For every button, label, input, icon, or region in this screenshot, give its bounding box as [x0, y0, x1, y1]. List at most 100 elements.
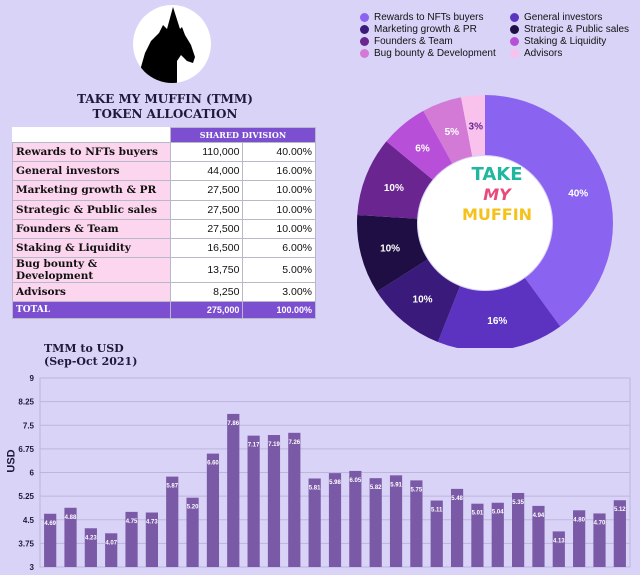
brand-line-my: MY [483, 185, 511, 204]
donut-slice [376, 259, 460, 343]
bar-value-label: 5.04 [492, 510, 504, 516]
legend-swatch [360, 25, 369, 34]
row-percent: 6.00% [242, 237, 316, 259]
price-bar [267, 435, 281, 567]
legend-label: Staking & Liquidity [524, 36, 607, 47]
brand-logo: TAKE MY MUFFIN [452, 165, 542, 225]
donut-slice [437, 278, 561, 348]
y-tick-label: 8.25 [18, 398, 34, 407]
total-percent: 100.00% [242, 301, 316, 320]
row-percent: 10.00% [242, 218, 316, 239]
row-percent: 3.00% [242, 282, 316, 303]
price-bar [613, 500, 626, 567]
bar-value-label: 4.70 [594, 520, 606, 526]
price-bar [227, 413, 240, 567]
donut-slice-label: 5% [445, 127, 460, 138]
table-row: Founders & Team 27,500 10.00% [12, 218, 316, 239]
legend-label: Marketing growth & PR [374, 24, 477, 35]
donut-slice-label: 10% [384, 183, 404, 194]
legend-label: Advisors [524, 48, 563, 59]
donut-slice-label: 10% [380, 243, 400, 254]
row-amount: 16,500 [169, 237, 244, 259]
row-amount: 27,500 [169, 218, 244, 239]
brand-line-take: TAKE [471, 164, 523, 185]
donut-slice [461, 95, 485, 157]
donut-slice-label: 10% [413, 295, 433, 306]
row-percent: 5.00% [242, 257, 316, 284]
bar-value-label: 6.60 [207, 461, 219, 467]
donut-slice [357, 141, 433, 219]
bar-value-label: 5.98 [329, 480, 341, 486]
table-row: Advisors 8,250 3.00% [12, 282, 316, 303]
donut-slice [423, 97, 473, 164]
legend-label: General investors [524, 12, 603, 23]
table-row: Marketing growth & PR 27,500 10.00% [12, 180, 316, 201]
bar-value-label: 4.69 [44, 521, 56, 527]
row-label: Founders & Team [12, 218, 171, 239]
price-bar [349, 470, 362, 567]
bar-value-label: 7.26 [288, 440, 300, 446]
header-blank [12, 127, 171, 143]
bar-value-label: 4.88 [65, 515, 77, 521]
price-bar [491, 502, 504, 567]
page-title: TAKE MY MUFFIN (TMM) TOKEN ALLOCATION [0, 92, 330, 122]
price-bar [450, 488, 464, 567]
price-bar [206, 453, 220, 567]
price-bar [105, 533, 118, 567]
bar-value-label: 5.81 [309, 485, 321, 491]
bar-value-label: 5.01 [472, 511, 484, 517]
row-amount: 110,000 [169, 141, 244, 163]
price-bar [84, 528, 97, 567]
row-label: Staking & Liquidity [12, 237, 171, 259]
legend-label: Founders & Team [374, 36, 453, 47]
bar-chart-title-text: TMM to USD [44, 342, 124, 355]
y-tick-label: 3 [30, 563, 35, 572]
legend-item: Rewards to NFTs buyers [360, 12, 483, 23]
legend-item: Strategic & Public sales [510, 24, 629, 35]
row-amount: 13,750 [169, 257, 244, 284]
price-bar [186, 497, 199, 567]
table-row: Bug bounty & Development 13,750 5.00% [12, 257, 316, 284]
bar-value-label: 4.07 [105, 540, 117, 546]
row-label: Marketing growth & PR [12, 180, 171, 201]
y-tick-label: 9 [30, 374, 35, 383]
price-bar [512, 492, 525, 567]
row-amount: 44,000 [169, 161, 244, 182]
bar-value-label: 5.20 [187, 505, 199, 511]
bar-value-label: 4.73 [146, 520, 158, 526]
table-header-row: SHARED DIVISION [12, 127, 317, 143]
shared-division-header: SHARED DIVISION [169, 127, 317, 143]
y-tick-label: 6.75 [18, 445, 34, 454]
price-bar [328, 473, 342, 567]
price-bar [573, 510, 586, 567]
y-tick-label: 6 [30, 469, 35, 478]
row-percent: 16.00% [242, 161, 316, 182]
bar-chart-title: TMM to USD (Sep-Oct 2021) [44, 342, 137, 368]
table-row: General investors 44,000 16.00% [12, 161, 316, 182]
bar-value-label: 5.11 [431, 508, 443, 514]
row-amount: 27,500 [169, 180, 244, 201]
legend-item: Founders & Team [360, 36, 453, 47]
row-label: Advisors [12, 282, 171, 303]
row-label: Rewards to NFTs buyers [12, 141, 171, 163]
bar-value-label: 4.80 [573, 517, 585, 523]
allocation-donut-chart: 40% 16% 10% 10% 10% 6% 5% 3% [357, 95, 613, 348]
bar-value-label: 4.94 [533, 513, 545, 519]
price-bar [369, 478, 382, 567]
y-tick-label: 7.5 [23, 421, 35, 430]
donut-slice-label: 6% [415, 143, 430, 154]
unicorn-icon [139, 7, 195, 83]
legend-item: Marketing growth & PR [360, 24, 477, 35]
donut-slice-label: 3% [469, 121, 484, 132]
price-bar [593, 513, 606, 567]
table-row: Rewards to NFTs buyers 110,000 40.00% [12, 141, 316, 163]
legend-swatch [360, 13, 369, 22]
allocation-rows: Rewards to NFTs buyers 110,000 40.00% Gener… [12, 141, 316, 320]
legend-swatch [360, 49, 369, 58]
legend-label: Rewards to NFTs buyers [374, 12, 484, 23]
row-label: Bug bounty & Development [12, 257, 171, 284]
y-tick-label: 4.5 [23, 516, 35, 525]
row-percent: 10.00% [242, 180, 316, 201]
allocation-table: SHARED DIVISION Rewards to NFTs buyers 11… [12, 127, 317, 320]
brand-line-muffin: MUFFIN [461, 205, 533, 224]
